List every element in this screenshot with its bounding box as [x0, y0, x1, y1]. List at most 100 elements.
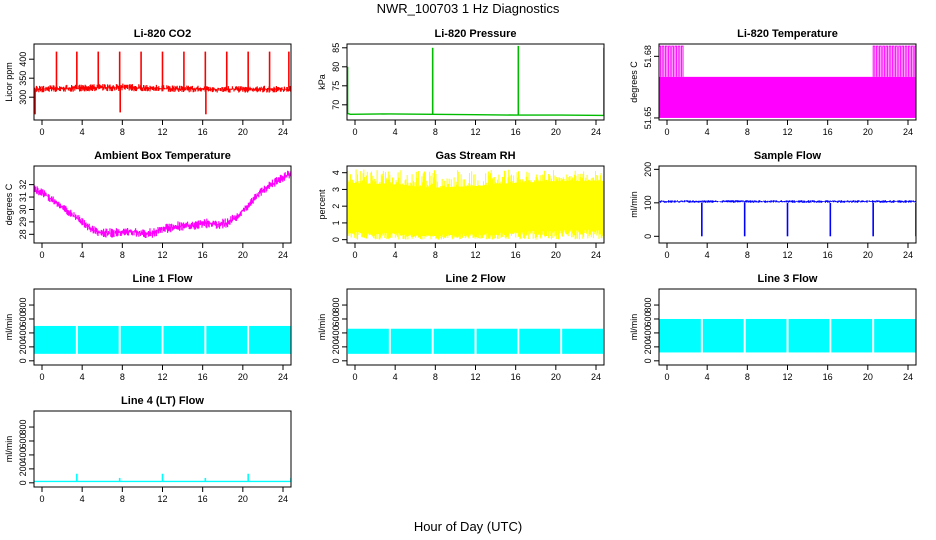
- plot-data: [34, 51, 291, 115]
- y-tick-label: 31: [18, 192, 28, 202]
- x-tick-label: 12: [157, 127, 167, 137]
- chart-title: Sample Flow: [754, 150, 822, 162]
- chart-panel: Li-820 CO2 0 4 8 12 16 20 24 300 350 400 Licor ppm: [4, 28, 292, 137]
- y-tick-label: 600: [18, 433, 28, 448]
- chart-title: Ambient Box Temperature: [94, 150, 231, 162]
- plot-data: [659, 289, 916, 365]
- data-gap: [75, 289, 78, 365]
- chart-panel: Ambient Box Temperature 0 4 8 12 16 20 24 28 29 30…: [4, 150, 292, 260]
- plot-data: [659, 200, 916, 237]
- y-tick-label: 800: [18, 420, 28, 435]
- x-tick-label: 24: [278, 250, 288, 260]
- data-gap: [560, 289, 563, 365]
- y-tick-label: 600: [331, 311, 341, 326]
- x-tick-label: 8: [120, 250, 125, 260]
- chart-title: Li-820 Temperature: [737, 28, 838, 40]
- y-tick-label: 2: [331, 204, 341, 209]
- y-tick-label: 400: [18, 447, 28, 462]
- data-gap: [829, 289, 832, 365]
- data-gap: [161, 289, 164, 365]
- chart-panel: Line 4 (LT) Flow 0 4 8 12 16 20 24 0 200400600800…: [4, 395, 292, 504]
- figure-title: NWR_100703 1 Hz Diagnostics: [377, 1, 560, 16]
- x-tick-label: 20: [551, 372, 561, 382]
- y-tick-label: 51.68: [643, 45, 653, 68]
- y-tick-label: 4: [331, 170, 341, 175]
- data-gap: [700, 289, 703, 365]
- x-tick-label: 24: [278, 372, 288, 382]
- x-tick-label: 12: [157, 372, 167, 382]
- x-tick-label: 12: [470, 372, 480, 382]
- data-gap: [431, 289, 434, 365]
- chart-title: Line 4 (LT) Flow: [121, 395, 204, 407]
- y-axis-label: Licor ppm: [4, 62, 14, 102]
- x-tick-label: 0: [39, 127, 44, 137]
- y-axis-label: degrees C: [629, 61, 639, 103]
- y-tick-label: 350: [18, 71, 28, 86]
- y-tick-label: 70: [331, 100, 341, 110]
- chart-title: Line 2 Flow: [446, 273, 506, 285]
- data-gap: [118, 289, 121, 365]
- spike-range: [872, 45, 916, 77]
- plot-data: [34, 170, 291, 238]
- y-axis-label: degrees C: [4, 183, 14, 225]
- plot-data: [347, 289, 604, 365]
- x-tick-label: 4: [393, 372, 398, 382]
- y-axis-label: percent: [317, 189, 327, 220]
- y-axis-label: ml/min: [4, 314, 14, 341]
- x-tick-label: 24: [903, 250, 913, 260]
- data-gap: [872, 289, 875, 365]
- y-tick-label: 0: [18, 480, 28, 485]
- x-tick-label: 4: [80, 494, 85, 504]
- x-tick-label: 0: [352, 250, 357, 260]
- y-tick-label: 200: [643, 339, 653, 354]
- x-tick-label: 4: [393, 250, 398, 260]
- x-tick-label: 4: [705, 127, 710, 137]
- y-tick-label: 800: [643, 298, 653, 313]
- series-noise: [347, 169, 604, 240]
- y-tick-label: 400: [18, 325, 28, 340]
- plot-data: [347, 45, 604, 117]
- data-gap: [388, 289, 391, 365]
- y-axis-label: kPa: [317, 74, 327, 90]
- plot-frame: [346, 43, 605, 121]
- x-tick-label: 4: [80, 127, 85, 137]
- x-tick-label: 8: [120, 494, 125, 504]
- plot-data: [347, 169, 604, 240]
- y-tick-label: 3: [331, 187, 341, 192]
- x-tick-label: 12: [157, 250, 167, 260]
- x-tick-label: 16: [198, 494, 208, 504]
- x-tick-label: 20: [238, 372, 248, 382]
- x-tick-label: 8: [120, 372, 125, 382]
- y-tick-label: 80: [331, 62, 341, 72]
- y-tick-label: 800: [18, 298, 28, 313]
- y-tick-label: 0: [18, 358, 28, 363]
- x-tick-label: 12: [470, 127, 480, 137]
- x-tick-label: 16: [511, 250, 521, 260]
- x-tick-label: 0: [39, 250, 44, 260]
- x-tick-label: 12: [157, 494, 167, 504]
- y-tick-label: 200: [18, 461, 28, 476]
- x-tick-label: 16: [511, 127, 521, 137]
- x-tick-label: 0: [664, 127, 669, 137]
- figure-xlabel: Hour of Day (UTC): [414, 519, 522, 534]
- data-gap: [786, 289, 789, 365]
- x-tick-label: 24: [591, 127, 601, 137]
- x-tick-label: 16: [198, 250, 208, 260]
- chart-panel: Sample Flow 0 4 8 12 16 20 24 0 100 200 ml/min: [629, 150, 917, 260]
- x-tick-label: 20: [863, 127, 873, 137]
- spike-range: [659, 45, 684, 77]
- x-tick-label: 12: [782, 127, 792, 137]
- y-tick-label: 75: [331, 81, 341, 91]
- x-tick-label: 24: [903, 127, 913, 137]
- chart-panel: Li-820 Pressure 0 4 8 12 16 20 24 70 75 80 85 kPa: [317, 28, 605, 137]
- x-tick-label: 20: [551, 250, 561, 260]
- x-tick-label: 20: [863, 250, 873, 260]
- plot-data: [659, 45, 916, 118]
- chart-title: Gas Stream RH: [435, 150, 515, 162]
- x-tick-label: 8: [433, 372, 438, 382]
